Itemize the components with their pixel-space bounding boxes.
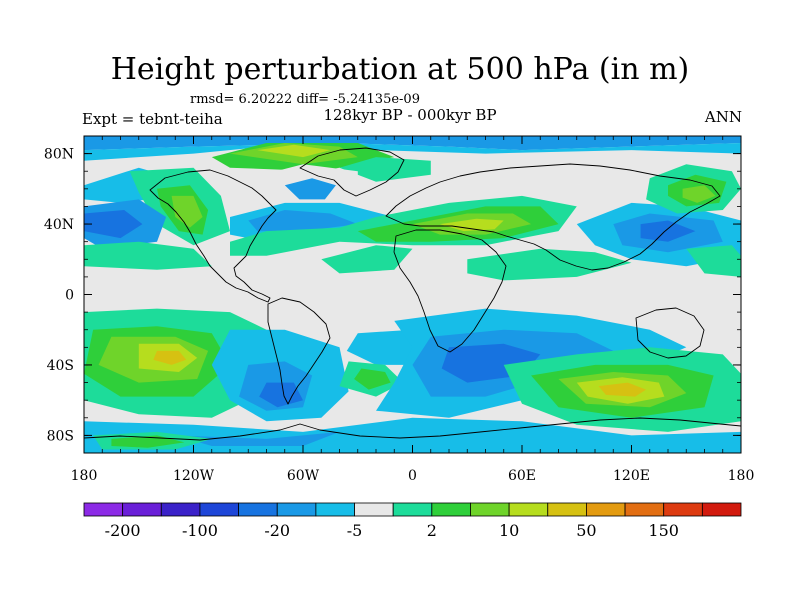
coastline-greenland — [299, 147, 405, 197]
colorbar-swatch — [83, 502, 124, 517]
contour-region — [84, 210, 143, 239]
coastline-australia — [635, 307, 705, 359]
lon-tick-label: 60W — [287, 468, 320, 484]
lon-tick-label: 60E — [508, 468, 536, 484]
contour-region — [259, 382, 303, 408]
colorbar-swatch — [315, 502, 355, 517]
colorbar-swatch — [547, 502, 587, 517]
lon-tick-label: 0 — [408, 468, 417, 484]
colorbar-label: 10 — [499, 521, 519, 540]
lon-tick-label: 120W — [173, 468, 215, 484]
lon-tick-label: 120E — [613, 468, 650, 484]
colorbar: -200 -100 -20 -5 2 10 50 150 — [83, 502, 742, 540]
lat-tick-label: 80N — [44, 147, 74, 163]
contour-region — [248, 210, 358, 232]
colorbar-label: -200 — [105, 521, 141, 540]
contour-region — [558, 160, 668, 200]
contour-region — [467, 248, 632, 281]
colorbar-swatch — [276, 502, 317, 517]
coastlines — [84, 147, 741, 441]
coastline-eurasia — [385, 163, 721, 271]
contour-region — [640, 220, 696, 242]
lon-tick-label: 180 — [71, 468, 98, 484]
coastline-south-america — [267, 297, 331, 405]
map-title: Height perturbation at 500 hPa (in m) — [110, 52, 690, 87]
colorbar-swatch — [624, 502, 665, 517]
contour-region — [686, 245, 741, 277]
contour-region — [321, 245, 413, 274]
statistics-line: rmsd= 6.20222 diff= -5.24135e-09 — [190, 92, 420, 107]
contour-region — [565, 210, 595, 228]
colorbar-label: -5 — [347, 521, 363, 540]
colorbar-swatch — [470, 502, 510, 517]
contour-region — [84, 241, 212, 270]
colorbar-swatch — [238, 502, 278, 517]
colorbar-swatch — [122, 502, 162, 517]
colorbar-label: 150 — [648, 521, 679, 540]
colorbar-swatch — [199, 502, 239, 517]
contour-region — [84, 143, 741, 161]
coastline-north-america — [149, 169, 277, 303]
latitude-axis: 80N 40N 0 40S 80S — [44, 147, 741, 444]
period-subtitle: 128kyr BP - 000kyr BP — [323, 106, 497, 124]
coastline-antarctica — [84, 417, 741, 441]
experiment-label: Expt = tebnt-teiha — [82, 110, 223, 128]
colorbar-swatch — [431, 502, 471, 517]
contour-region — [171, 195, 203, 228]
colorbar-swatch — [508, 502, 549, 517]
colorbar-swatch — [701, 502, 742, 517]
contour-region — [682, 185, 716, 203]
colorbar-label: -20 — [264, 521, 290, 540]
contour-region — [284, 178, 336, 200]
lat-tick-label: 80S — [47, 428, 74, 444]
contour-region — [339, 157, 431, 182]
longitude-axis: 180 120W 60W 0 60E 120E 180 — [71, 136, 755, 484]
contour-region — [439, 218, 504, 232]
contour-region — [598, 382, 647, 397]
lat-tick-label: 0 — [65, 288, 74, 304]
colorbar-label: 50 — [576, 521, 596, 540]
lat-tick-label: 40S — [47, 358, 74, 374]
contour-region — [175, 431, 340, 446]
colorbar-label: -100 — [182, 521, 218, 540]
contour-region — [153, 350, 187, 365]
contour-region — [257, 144, 331, 158]
colorbar-swatch — [392, 502, 433, 517]
colorbar-label: 2 — [427, 521, 437, 540]
coastline-africa — [393, 229, 507, 353]
season-label: ANN — [704, 108, 742, 126]
colorbar-swatch — [663, 502, 703, 517]
colorbar-swatch — [586, 502, 626, 517]
colorbar-swatch — [354, 502, 394, 517]
lat-tick-label: 40N — [44, 217, 74, 233]
lon-tick-label: 180 — [728, 468, 755, 484]
contour-region — [354, 368, 391, 390]
colorbar-swatch — [160, 502, 201, 517]
